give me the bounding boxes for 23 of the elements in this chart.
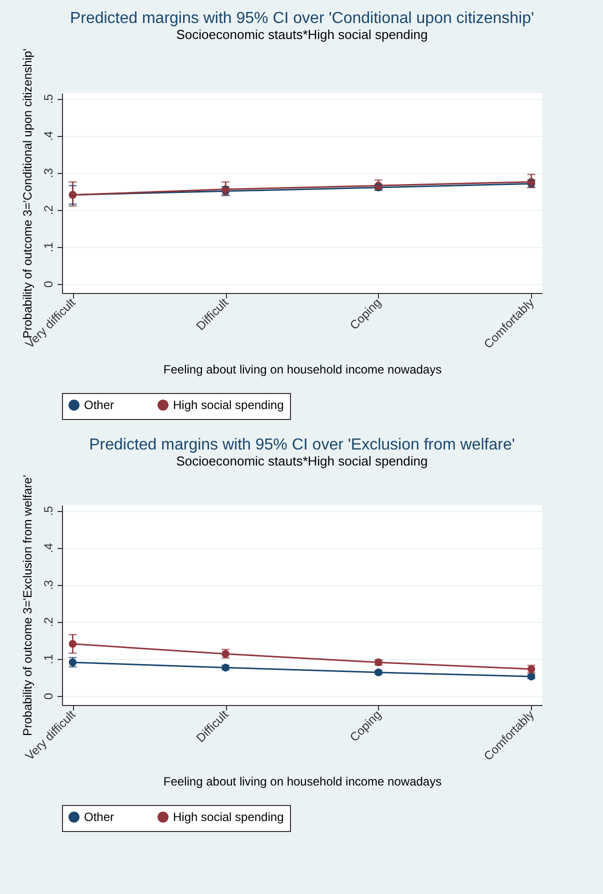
x-axis-title: Feeling about living on household income nowadays bbox=[163, 362, 442, 376]
legend-label: Other bbox=[84, 810, 114, 824]
y-tick-label: .3 bbox=[42, 580, 56, 590]
chart-title: Predicted margins with 95% CI over 'Conditional upon citizenship' bbox=[70, 10, 534, 28]
y-tick-label: .5 bbox=[42, 94, 56, 104]
y-tick-label: .2 bbox=[42, 204, 56, 216]
y-tick-label: 0 bbox=[42, 692, 56, 700]
chart-title: Predicted margins with 95% CI over 'Exclusion from welfare' bbox=[89, 436, 515, 454]
y-tick-label: .3 bbox=[42, 168, 56, 178]
legend-label: High social spending bbox=[173, 810, 284, 824]
legend-label: Other bbox=[84, 398, 114, 412]
y-tick-label: .1 bbox=[42, 654, 56, 664]
legend-label: High social spending bbox=[173, 398, 284, 412]
chart-subtitle: Socioeconomic stauts*High social spending bbox=[176, 27, 428, 42]
y-tick-label: .4 bbox=[42, 542, 56, 554]
y-tick-label: .2 bbox=[42, 616, 56, 628]
y-axis-title: Probability of outcome 3='Exclusion from welfare' bbox=[20, 474, 34, 736]
y-tick-label: .5 bbox=[42, 506, 56, 516]
x-axis-title: Feeling about living on household income nowadays bbox=[163, 774, 442, 788]
y-tick-label: .1 bbox=[42, 242, 56, 252]
chart-subtitle: Socioeconomic stauts*High social spending bbox=[176, 453, 428, 468]
y-tick-label: .4 bbox=[42, 130, 56, 142]
y-tick-label: 0 bbox=[42, 280, 56, 288]
